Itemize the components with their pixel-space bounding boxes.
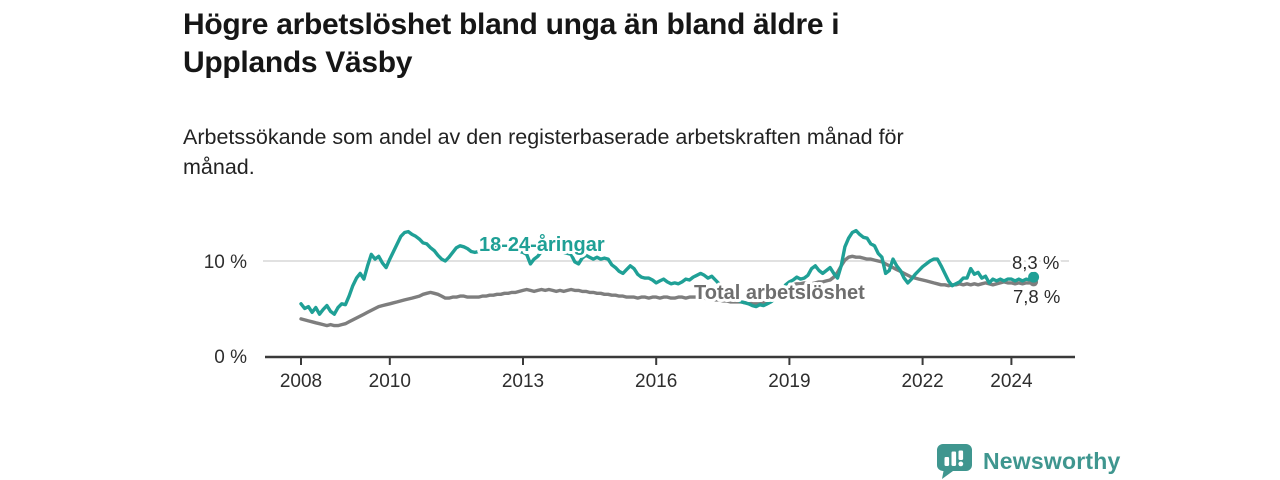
end-value-label-total: 7,8 %: [1013, 286, 1060, 307]
x-tick-label-2013: 2013: [502, 371, 544, 392]
chart-title: Högre arbetslöshet bland unga än bland ä…: [183, 6, 1043, 82]
x-tick-label-2010: 2010: [369, 371, 411, 392]
chart-title-line2: Upplands Väsby: [183, 46, 413, 79]
newsworthy-brand-text: Newsworthy: [983, 447, 1121, 474]
series-end-dot-youth: [1028, 271, 1040, 283]
series-label-youth: 18-24-åringar: [479, 233, 605, 256]
x-tick-label-2022: 2022: [901, 371, 943, 392]
end-value-label-youth: 8,3 %: [1012, 252, 1059, 273]
y-tick-label-10pct: 10 %: [204, 252, 247, 273]
chart-subtitle: Arbetssökande som andel av den registerb…: [183, 122, 1063, 182]
x-tick-label-2008: 2008: [280, 371, 322, 392]
chart-subtitle-line1: Arbetssökande som andel av den registerb…: [183, 125, 904, 149]
chart-subtitle-line2: månad.: [183, 155, 255, 179]
x-tick-label-2024: 2024: [990, 371, 1033, 392]
chart-title-line1: Högre arbetslöshet bland unga än bland ä…: [183, 8, 840, 41]
y-tick-label-0pct: 0 %: [214, 347, 247, 368]
series-line-youth: [299, 228, 1036, 316]
newsworthy-bubble-chart-icon: [936, 443, 972, 479]
series-label-total: Total arbetslöshet: [694, 282, 865, 304]
x-tick-label-2019: 2019: [768, 371, 810, 392]
x-tick-label-2016: 2016: [635, 371, 677, 392]
newsworthy-logo[interactable]: Newsworthy: [936, 442, 1120, 480]
